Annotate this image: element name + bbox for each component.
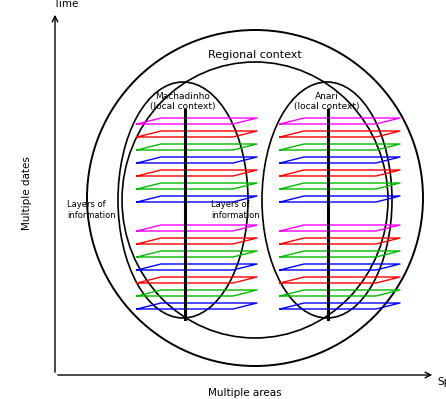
Text: Anari
(local context): Anari (local context) (294, 92, 360, 111)
Text: Regional context: Regional context (208, 50, 302, 60)
Text: Layers of
information: Layers of information (211, 200, 260, 220)
Text: Multiple areas: Multiple areas (208, 388, 282, 398)
Text: Machadinho
(local context): Machadinho (local context) (150, 92, 216, 111)
Text: Layers of
information: Layers of information (67, 200, 116, 220)
Text: Time: Time (53, 0, 78, 9)
Text: Space: Space (437, 377, 446, 387)
Text: Multiple dates: Multiple dates (22, 156, 32, 231)
